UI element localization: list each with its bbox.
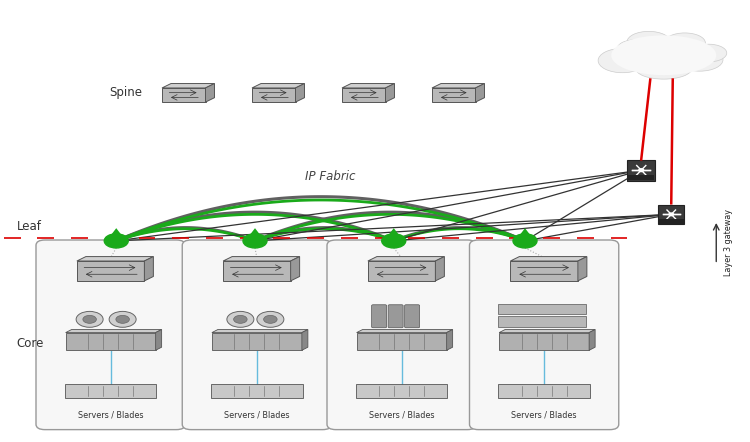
Polygon shape: [476, 84, 484, 102]
Ellipse shape: [691, 44, 727, 62]
Polygon shape: [386, 84, 394, 102]
Circle shape: [669, 213, 674, 216]
FancyBboxPatch shape: [64, 384, 156, 398]
FancyBboxPatch shape: [658, 219, 684, 224]
FancyBboxPatch shape: [356, 384, 447, 398]
Polygon shape: [578, 256, 587, 281]
Text: IP Fabric: IP Fabric: [304, 170, 355, 183]
Ellipse shape: [635, 58, 692, 79]
FancyBboxPatch shape: [498, 384, 590, 398]
Polygon shape: [206, 84, 214, 102]
Polygon shape: [76, 261, 144, 281]
Polygon shape: [432, 88, 476, 102]
FancyBboxPatch shape: [36, 240, 185, 430]
Circle shape: [226, 311, 254, 327]
Polygon shape: [357, 329, 452, 332]
Ellipse shape: [617, 40, 653, 57]
Polygon shape: [500, 329, 596, 332]
Text: Layer 3 gateway: Layer 3 gateway: [724, 209, 733, 276]
Polygon shape: [144, 256, 153, 281]
Polygon shape: [510, 261, 578, 281]
Polygon shape: [252, 88, 296, 102]
Polygon shape: [302, 329, 307, 350]
Polygon shape: [296, 84, 304, 102]
Polygon shape: [162, 88, 206, 102]
FancyBboxPatch shape: [405, 305, 420, 328]
Polygon shape: [224, 256, 299, 261]
Circle shape: [513, 234, 537, 248]
Polygon shape: [368, 256, 444, 261]
FancyBboxPatch shape: [327, 240, 476, 430]
Ellipse shape: [627, 31, 670, 53]
Text: Servers / Blades: Servers / Blades: [369, 410, 434, 419]
Ellipse shape: [628, 39, 699, 71]
Polygon shape: [66, 329, 162, 332]
Circle shape: [243, 234, 267, 248]
Polygon shape: [162, 84, 214, 88]
Polygon shape: [249, 228, 261, 236]
Ellipse shape: [676, 48, 723, 71]
FancyBboxPatch shape: [211, 384, 302, 398]
Polygon shape: [435, 256, 444, 281]
Polygon shape: [156, 329, 162, 350]
Polygon shape: [76, 256, 153, 261]
Polygon shape: [110, 228, 122, 236]
Polygon shape: [510, 256, 587, 261]
FancyBboxPatch shape: [371, 305, 387, 328]
FancyBboxPatch shape: [388, 305, 404, 328]
Polygon shape: [590, 329, 596, 350]
Circle shape: [109, 311, 136, 327]
Text: Servers / Blades: Servers / Blades: [78, 410, 143, 419]
Text: Leaf: Leaf: [16, 220, 41, 233]
Circle shape: [639, 169, 644, 171]
Polygon shape: [342, 88, 386, 102]
FancyBboxPatch shape: [628, 175, 655, 180]
Polygon shape: [368, 261, 435, 281]
Text: Spine: Spine: [110, 86, 142, 99]
Polygon shape: [342, 84, 394, 88]
Polygon shape: [66, 332, 156, 350]
FancyBboxPatch shape: [182, 240, 332, 430]
Text: Core: Core: [16, 337, 44, 350]
FancyBboxPatch shape: [470, 240, 619, 430]
Polygon shape: [224, 261, 291, 281]
Text: Servers / Blades: Servers / Blades: [512, 410, 577, 419]
FancyBboxPatch shape: [658, 205, 685, 224]
Circle shape: [104, 234, 128, 248]
Circle shape: [264, 316, 278, 323]
FancyBboxPatch shape: [498, 316, 586, 327]
Text: Servers / Blades: Servers / Blades: [224, 410, 290, 419]
Ellipse shape: [664, 33, 705, 53]
Polygon shape: [519, 228, 531, 236]
FancyBboxPatch shape: [498, 304, 586, 315]
Circle shape: [234, 316, 248, 323]
FancyBboxPatch shape: [627, 160, 656, 180]
Polygon shape: [291, 256, 299, 281]
Ellipse shape: [611, 35, 716, 75]
Polygon shape: [432, 84, 484, 88]
Circle shape: [76, 311, 103, 327]
Circle shape: [116, 316, 129, 323]
Polygon shape: [212, 332, 302, 350]
Polygon shape: [252, 84, 305, 88]
Polygon shape: [500, 332, 590, 350]
Circle shape: [257, 311, 284, 327]
Circle shape: [82, 316, 96, 323]
Circle shape: [382, 234, 406, 248]
Polygon shape: [212, 329, 308, 332]
Polygon shape: [446, 329, 452, 350]
Polygon shape: [388, 228, 400, 236]
Ellipse shape: [598, 49, 646, 73]
Polygon shape: [357, 332, 446, 350]
